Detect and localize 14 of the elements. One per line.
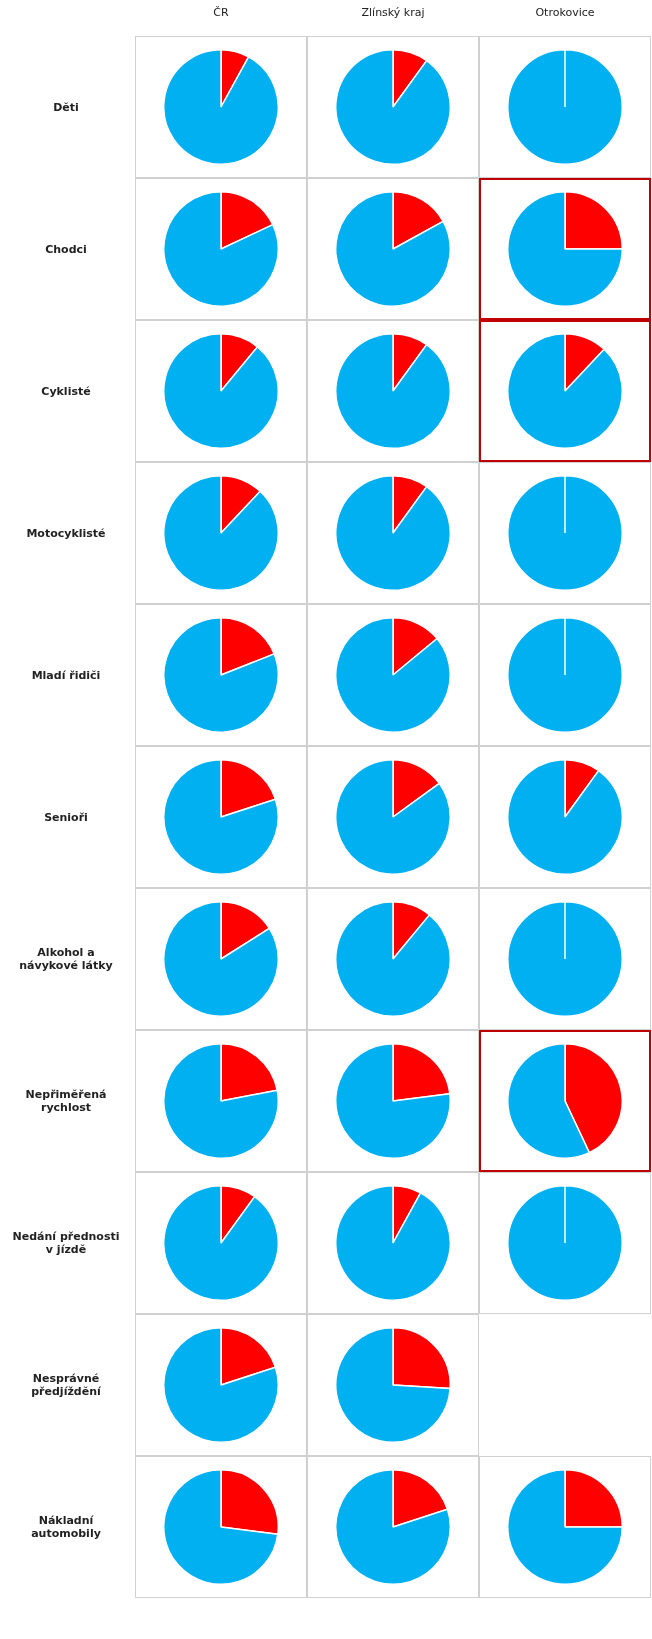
text: Nákladní automobily xyxy=(30,1514,102,1540)
text: Chodci xyxy=(44,242,88,256)
text: Nedání přednosti v jízdě xyxy=(11,1230,121,1256)
text: Motocyklisté xyxy=(25,526,107,540)
chart-title: ČR xyxy=(212,6,230,21)
text: Nepřiměřená rychlost xyxy=(24,1088,108,1114)
text: Děti xyxy=(52,100,80,114)
chart-title: Otrokovice xyxy=(534,6,596,21)
chart-title: Zlínský kraj xyxy=(360,6,426,21)
text: Alkohol a návykové látky xyxy=(18,946,114,972)
text: Nesprávné předjíždění xyxy=(30,1372,102,1398)
text: Mladí řidiči xyxy=(30,668,102,682)
text: Senioři xyxy=(43,810,89,824)
text: Cyklisté xyxy=(40,384,92,398)
